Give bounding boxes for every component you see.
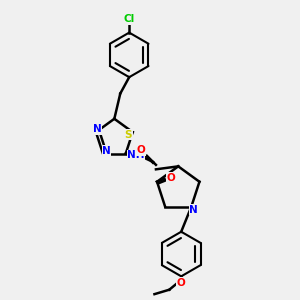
Text: N: N	[93, 124, 102, 134]
Text: S: S	[124, 130, 132, 140]
Text: O: O	[177, 278, 186, 288]
Text: O: O	[137, 145, 146, 155]
Text: Cl: Cl	[124, 14, 135, 24]
Text: N: N	[189, 205, 198, 214]
Text: O: O	[166, 173, 175, 183]
Text: NH: NH	[127, 150, 145, 160]
Text: N: N	[102, 146, 111, 156]
